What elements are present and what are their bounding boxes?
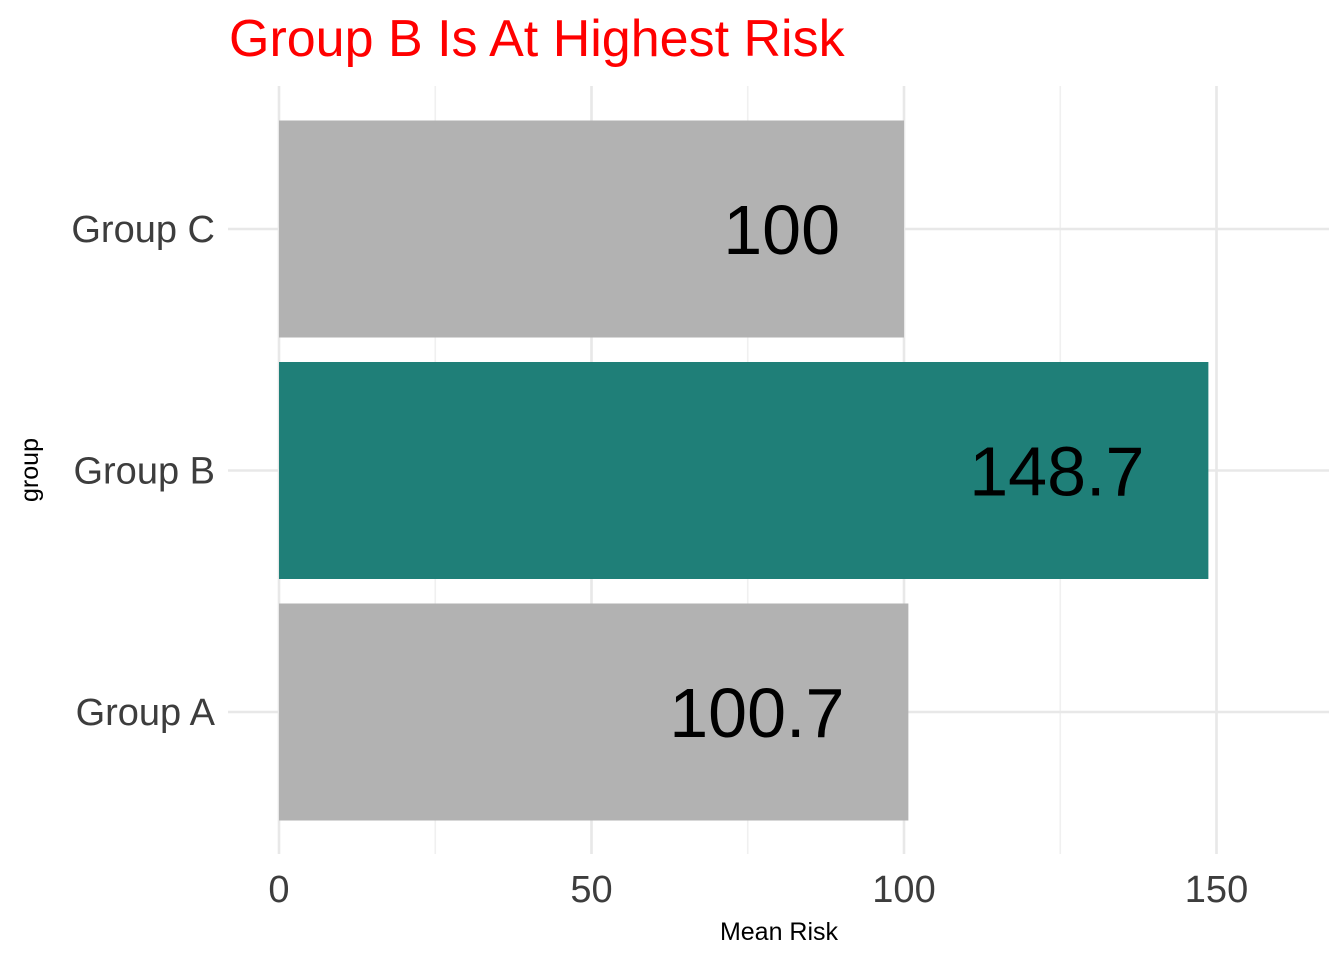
- y-tick-label: Group C: [71, 209, 215, 251]
- y-tick-label: Group A: [76, 692, 216, 734]
- y-tick-label: Group B: [73, 451, 215, 493]
- bars-layer: [279, 120, 1209, 821]
- x-tick-label: 0: [268, 869, 289, 911]
- x-tick-label: 50: [570, 869, 612, 911]
- axis-layer: Group A Group B Group C 0 50 100 150: [71, 209, 1248, 911]
- chart-title: Group B Is At Highest Risk: [229, 10, 846, 68]
- x-tick-label: 100: [872, 869, 935, 911]
- bar-group-b: [279, 362, 1209, 579]
- bar-group-c: [279, 120, 904, 338]
- data-label-group-c: 100: [723, 191, 840, 269]
- data-labels-layer: 100.7 148.7 100: [669, 191, 1144, 752]
- x-axis-title: Mean Risk: [720, 918, 839, 946]
- data-label-group-b: 148.7: [969, 433, 1144, 511]
- data-label-group-a: 100.7: [669, 674, 844, 752]
- y-axis-title: group: [16, 438, 44, 502]
- bar-group-a: [279, 603, 909, 821]
- x-tick-label: 150: [1185, 869, 1248, 911]
